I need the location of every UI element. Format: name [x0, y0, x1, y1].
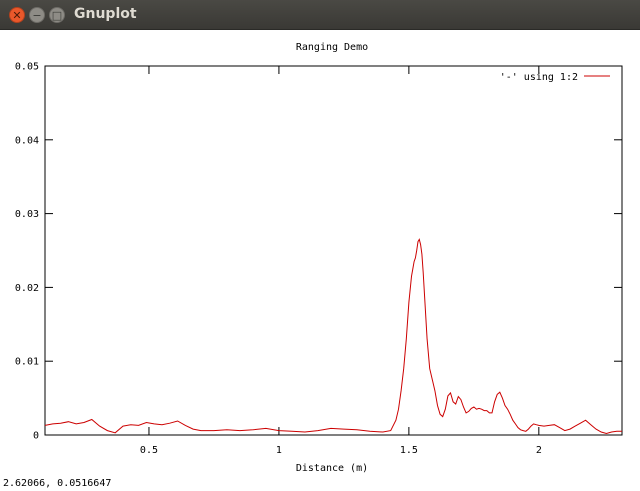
x-tick-label: 1.5 [400, 445, 418, 456]
chart-title: Ranging Demo [296, 42, 368, 53]
y-axis: 0 0.01 0.02 0.03 0.04 0.05 [15, 62, 622, 442]
x-axis: 0.5 1 1.5 2 [140, 66, 542, 456]
close-icon: ✕ [12, 10, 21, 21]
x-tick-label: 1 [276, 445, 282, 456]
minimize-icon: − [32, 10, 41, 21]
y-tick-label: 0.03 [15, 209, 39, 220]
window-titlebar[interactable]: ✕ − □ Gnuplot [0, 0, 640, 30]
y-tick-label: 0.01 [15, 357, 39, 368]
maximize-window-button[interactable]: □ [49, 7, 65, 23]
y-tick-label: 0.04 [15, 135, 39, 146]
y-tick-label: 0.02 [15, 283, 39, 294]
close-window-button[interactable]: ✕ [9, 7, 25, 23]
y-tick-label: 0.05 [15, 62, 39, 73]
mouse-coordinates-readout: 2.62066, 0.0516647 [3, 478, 111, 489]
series-line [45, 239, 622, 433]
x-tick-label: 2 [536, 445, 542, 456]
y-tick-label: 0 [33, 431, 39, 442]
x-tick-label: 0.5 [140, 445, 158, 456]
maximize-icon: □ [52, 10, 62, 21]
legend-label: '-' using 1:2 [500, 72, 578, 83]
window-title: Gnuplot [74, 6, 137, 22]
minimize-window-button[interactable]: − [29, 7, 45, 23]
x-axis-label: Distance (m) [296, 463, 368, 474]
plot-canvas[interactable]: Ranging Demo 0 0.01 0.02 0.03 0.04 0.05 0.5 1 1… [0, 30, 640, 478]
plot-border [45, 66, 622, 435]
